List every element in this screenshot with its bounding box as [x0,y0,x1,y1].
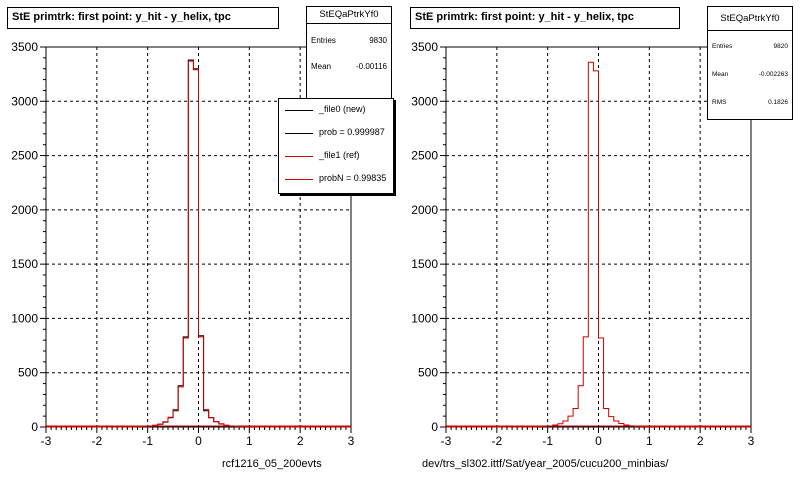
y-tick-label: 3500 [411,40,438,54]
y-tick-label: 2500 [411,149,438,163]
stats-row-rms: RMS 0.1826 [708,89,792,117]
histogram-series-1 [446,61,751,428]
legend-entry: prob = 0.999987 [279,122,393,145]
x-tick-label: 2 [297,434,304,448]
left-histogram-plot: -3 -2 -1 0 1 2 3 0 500 1000 1500 2000 2500 3000 3500 [11,40,354,448]
x-tick-label: 0 [595,434,602,448]
histogram-title: StE primtrk: first point: y_hit - y_heli… [410,7,680,29]
stats-value: -0.002263 [758,71,788,78]
stats-label: Entries [311,36,336,45]
left-histogram-pad: -3 -2 -1 0 1 2 3 0 500 1000 1500 2000 2500 3000 3500 S… [7,6,394,470]
y-tick-label: 0 [31,420,38,434]
stats-row-mean: Mean -0.00116 [307,54,391,80]
y-tick-label: 1500 [411,257,438,271]
legend-box: _file0 (new) prob = 0.999987 _file1 (ref… [278,98,394,194]
legend-entry: _file0 (new) [279,99,393,122]
stats-box: StEQaPtrkYf0 Entries 9830 Mean -0.00116 [306,6,392,102]
dataset-label: rcf1216_05_200evts [222,458,322,470]
stats-label: RMS [712,99,727,106]
x-tick-label: -2 [491,434,502,448]
y-tick-label: 0 [431,420,438,434]
y-tick-label: 2500 [11,149,38,163]
legend-line-icon [285,156,313,157]
x-tick-label: -2 [91,434,102,448]
x-tick-label: -3 [41,434,52,448]
legend-line-icon [285,133,313,134]
x-tick-label: 0 [195,434,202,448]
stats-row-mean: Mean -0.002263 [708,61,792,89]
stats-label: Mean [712,71,729,78]
y-tick-label: 2000 [11,203,38,217]
plot-area: -3 -2 -1 0 1 2 3 0 500 1000 1500 2000 2500 3000 3500 [411,40,754,448]
right-histogram-plot: -3 -2 -1 0 1 2 3 0 500 1000 1500 2000 2500 3000 3500 [411,40,754,448]
y-tick-label: 3500 [11,40,38,54]
stats-value: -0.00116 [356,62,387,71]
x-tick-label: -1 [142,434,153,448]
y-tick-label: 3000 [11,94,38,108]
stats-row-entries: Entries 9830 [307,28,391,54]
plot-area: -3 -2 -1 0 1 2 3 0 500 1000 1500 2000 2500 3000 3500 [11,40,354,448]
y-tick-label: 1000 [11,311,38,325]
x-tick-label: 1 [246,434,253,448]
stats-value: 9820 [773,43,788,50]
stats-title: StEQaPtrkYf0 [708,7,792,31]
x-tick-label: 3 [348,434,355,448]
y-tick-label: 500 [18,366,38,380]
stats-value: 0.1826 [768,99,788,106]
legend-entry: probN = 0.99835 [279,168,393,191]
x-tick-label: 1 [646,434,653,448]
legend-line-icon [285,110,313,111]
stats-label: Mean [311,62,332,71]
legend-label: _file1 (ref) [319,150,360,160]
x-tick-label: -1 [542,434,553,448]
stats-label: Entries [712,43,733,50]
dataset-label: dev/trs_sl302.ittf/Sat/year_2005/cucu200… [422,458,669,470]
legend-label: prob = 0.999987 [319,127,385,137]
y-tick-label: 3000 [411,94,438,108]
legend-line-icon [285,179,313,180]
x-tick-label: 3 [748,434,755,448]
y-tick-label: 2000 [411,203,438,217]
histogram-title: StE primtrk: first point: y_hit - y_heli… [7,7,279,29]
stats-title: StEQaPtrkYf0 [307,7,391,24]
legend-label: _file0 (new) [319,104,366,114]
x-tick-label: -3 [441,434,452,448]
y-tick-label: 500 [418,366,438,380]
histogram-series-2 [46,60,351,428]
y-tick-label: 1000 [411,311,438,325]
legend-label: probN = 0.99835 [319,173,387,183]
stats-value: 9830 [369,36,387,45]
x-tick-label: 2 [697,434,704,448]
right-histogram-pad: -3 -2 -1 0 1 2 3 0 500 1000 1500 2000 2500 3000 3500 S… [400,0,800,480]
y-tick-label: 1500 [11,257,38,271]
stats-row-entries: Entries 9820 [708,33,792,61]
legend-entry: _file1 (ref) [279,145,393,168]
stats-box: StEQaPtrkYf0 Entries 9820 Mean -0.002263… [707,6,793,120]
